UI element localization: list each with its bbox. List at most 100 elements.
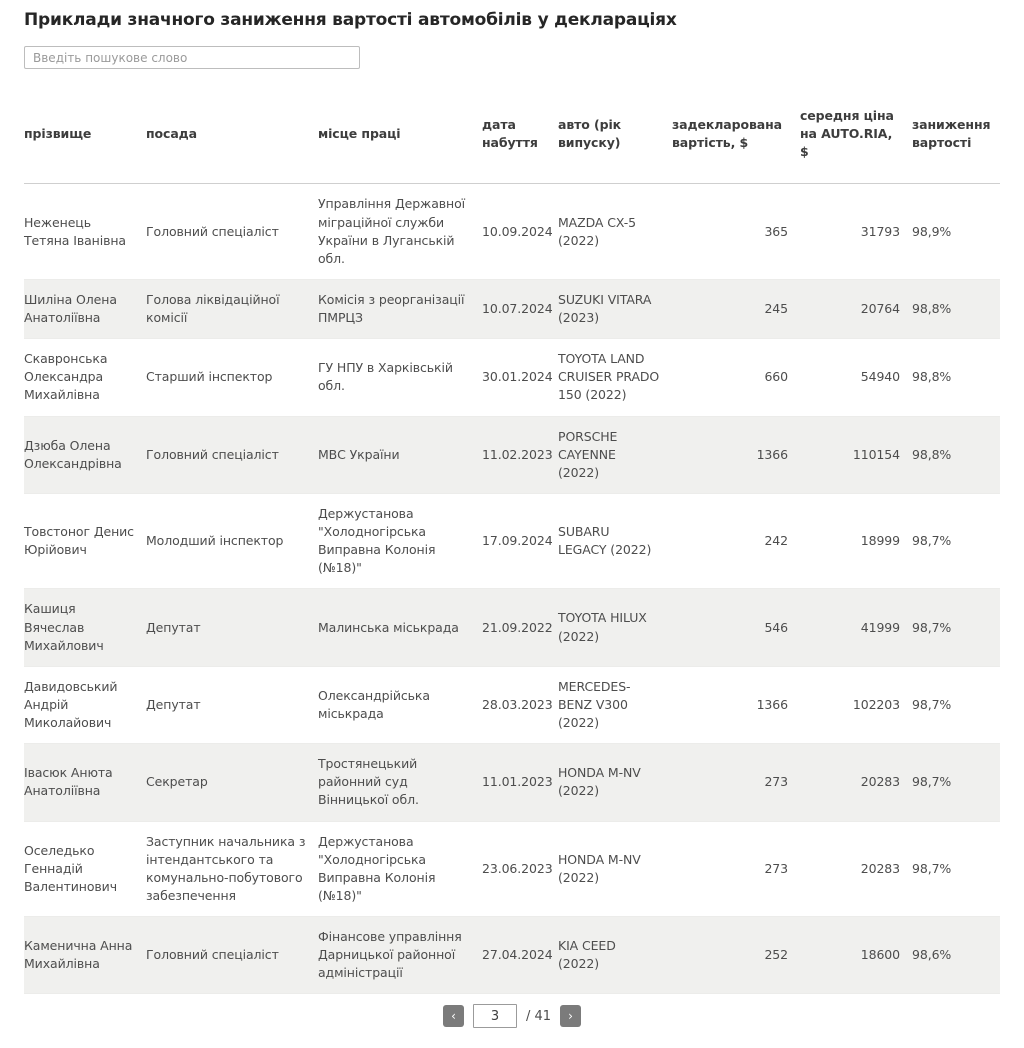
cell-surname: Товстоног Денис Юрійович	[24, 493, 146, 590]
cell-surname: Дзюба Олена Олександрівна	[24, 416, 146, 494]
cell-acquisition-date: 10.07.2024	[482, 279, 558, 340]
cell-undervaluation: 98,7%	[912, 666, 1000, 745]
cell-undervaluation: 98,7%	[912, 821, 1000, 917]
table-header-row: прізвище посада місце праці дата набуття…	[24, 83, 1000, 185]
cell-car: KIA CEED (2022)	[558, 916, 672, 995]
cell-avg-price: 31793	[800, 183, 912, 280]
total-pages-label: / 41	[525, 1008, 552, 1024]
cell-acquisition-date: 17.09.2024	[482, 493, 558, 590]
cell-avg-price: 41999	[800, 588, 912, 667]
cell-acquisition-date: 10.09.2024	[482, 183, 558, 280]
column-header-surname: прізвище	[24, 83, 146, 185]
cell-surname: Оселедько Геннадій Валентинович	[24, 821, 146, 917]
page-title: Приклади значного заниження вартості авт…	[24, 10, 677, 30]
cell-car: TOYOTA HILUX (2022)	[558, 588, 672, 667]
cell-acquisition-date: 21.09.2022	[482, 588, 558, 667]
pagination: ‹ / 41 ›	[24, 1004, 1000, 1029]
cell-undervaluation: 98,7%	[912, 743, 1000, 822]
cell-declared-value: 546	[672, 588, 800, 667]
column-header-avg-price: середня ціна на AUTO.RIA, $	[800, 83, 912, 185]
cell-position: Секретар	[146, 743, 318, 822]
column-header-car: авто (рік випуску)	[558, 83, 672, 185]
column-header-acquisition-date: дата набуття	[482, 83, 558, 185]
cell-position: Голова ліквідаційної комісії	[146, 279, 318, 340]
cell-acquisition-date: 11.01.2023	[482, 743, 558, 822]
cell-position: Головний спеціаліст	[146, 416, 318, 494]
cell-surname: Івасюк Анюта Анатоліївна	[24, 743, 146, 822]
cell-declared-value: 365	[672, 183, 800, 280]
cell-undervaluation: 98,8%	[912, 416, 1000, 494]
cell-avg-price: 18600	[800, 916, 912, 995]
table-header: прізвище посада місце праці дата набуття…	[24, 83, 1000, 185]
cell-undervaluation: 98,7%	[912, 493, 1000, 590]
cell-car: HONDA M-NV (2022)	[558, 743, 672, 822]
cell-car: SUBARU LEGACY (2022)	[558, 493, 672, 590]
cell-position: Головний спеціаліст	[146, 183, 318, 280]
cell-position: Депутат	[146, 588, 318, 667]
cell-undervaluation: 98,7%	[912, 588, 1000, 667]
table-row: Оселедько Геннадій Валентинович Заступник…	[24, 821, 1000, 917]
cell-workplace: ГУ НПУ в Харківській обл.	[318, 338, 482, 417]
table-body: Неженець Тетяна Іванівна Головний спеціал…	[24, 183, 1000, 995]
table-row: Неженець Тетяна Іванівна Головний спеціал…	[24, 183, 1000, 280]
cell-declared-value: 1366	[672, 666, 800, 745]
table-row: Кашиця Вячеслав Михайлович Депутат Малинсь…	[24, 588, 1000, 667]
cell-workplace: МВС України	[318, 416, 482, 494]
cell-undervaluation: 98,6%	[912, 916, 1000, 995]
cell-avg-price: 20283	[800, 743, 912, 822]
cell-declared-value: 273	[672, 743, 800, 822]
cell-declared-value: 242	[672, 493, 800, 590]
cell-workplace: Малинська міськрада	[318, 588, 482, 667]
cell-acquisition-date: 30.01.2024	[482, 338, 558, 417]
cell-position: Заступник начальника з інтендантського т…	[146, 821, 318, 917]
cell-avg-price: 110154	[800, 416, 912, 494]
cell-workplace: Тростянецький районний суд Вінницької об…	[318, 743, 482, 822]
cell-avg-price: 102203	[800, 666, 912, 745]
cell-car: SUZUKI VITARA (2023)	[558, 279, 672, 340]
cell-surname: Шиліна Олена Анатоліївна	[24, 279, 146, 340]
table-row: Давидовський Андрій Миколайович Депутат Ол…	[24, 666, 1000, 745]
cell-surname: Скавронська Олександра Михайлівна	[24, 338, 146, 417]
prev-page-button[interactable]: ‹	[442, 1005, 464, 1028]
table-row: Товстоног Денис Юрійович Молодший інспект…	[24, 493, 1000, 590]
column-header-position: посада	[146, 83, 318, 185]
table-row: Івасюк Анюта Анатоліївна Секретар Тростяне…	[24, 743, 1000, 822]
cell-position: Депутат	[146, 666, 318, 745]
cell-position: Старший інспектор	[146, 338, 318, 417]
cell-declared-value: 273	[672, 821, 800, 917]
cell-acquisition-date: 11.02.2023	[482, 416, 558, 494]
cell-avg-price: 18999	[800, 493, 912, 590]
cell-declared-value: 252	[672, 916, 800, 995]
table-row: Скавронська Олександра Михайлівна Старший…	[24, 338, 1000, 417]
search-input[interactable]	[24, 46, 360, 69]
cell-workplace: Держустанова "Холодногірська Виправна Ко…	[318, 821, 482, 917]
next-page-button[interactable]: ›	[560, 1005, 582, 1028]
cell-workplace: Олександрійська міськрада	[318, 666, 482, 745]
cell-workplace: Держустанова "Холодногірська Виправна Ко…	[318, 493, 482, 590]
cell-acquisition-date: 28.03.2023	[482, 666, 558, 745]
cell-workplace: Комісія з реорганізації ПМРЦЗ	[318, 279, 482, 340]
cell-car: PORSCHE CAYENNE (2022)	[558, 416, 672, 494]
table-row: Каменична Анна Михайлівна Головний спеціа…	[24, 916, 1000, 995]
cell-declared-value: 1366	[672, 416, 800, 494]
column-header-workplace: місце праці	[318, 83, 482, 185]
cell-undervaluation: 98,9%	[912, 183, 1000, 280]
cell-workplace: Управління Державної міграційної служби …	[318, 183, 482, 280]
cell-car: TOYOTA LAND CRUISER PRADO 150 (2022)	[558, 338, 672, 417]
cell-acquisition-date: 27.04.2024	[482, 916, 558, 995]
cell-car: HONDA M-NV (2022)	[558, 821, 672, 917]
cell-surname: Давидовський Андрій Миколайович	[24, 666, 146, 745]
column-header-undervaluation: заниження вартості	[912, 83, 1000, 185]
cell-car: MAZDA CX-5 (2022)	[558, 183, 672, 280]
cell-declared-value: 660	[672, 338, 800, 417]
cell-surname: Неженець Тетяна Іванівна	[24, 183, 146, 280]
cell-undervaluation: 98,8%	[912, 279, 1000, 340]
cell-position: Головний спеціаліст	[146, 916, 318, 995]
cell-avg-price: 20764	[800, 279, 912, 340]
cell-declared-value: 245	[672, 279, 800, 340]
cell-surname: Кашиця Вячеслав Михайлович	[24, 588, 146, 667]
cell-position: Молодший інспектор	[146, 493, 318, 590]
table-row: Дзюба Олена Олександрівна Головний спеціа…	[24, 416, 1000, 494]
current-page-input[interactable]	[472, 1004, 517, 1029]
